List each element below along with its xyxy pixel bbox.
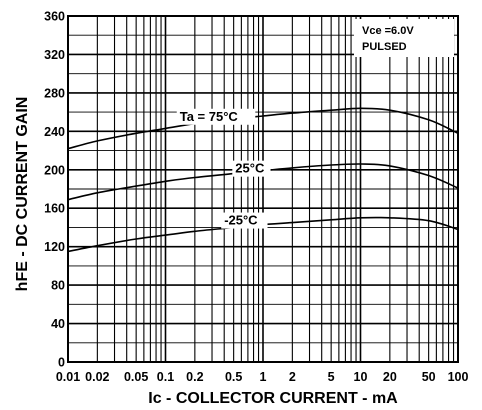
plot-frame: [67, 15, 459, 363]
y-tick-label: 320: [44, 48, 65, 62]
x-tick-label: 0.5: [225, 370, 242, 384]
x-tick-label: 100: [448, 370, 469, 384]
x-tick-labels: 0.01 0.02 0.05 0.1 0.2 0.5 1 2 5 10 20 50 100: [56, 370, 469, 384]
x-tick-label: 0.01: [56, 370, 80, 384]
curve-label-1: 25°C: [235, 161, 265, 176]
condition-vce: Vce =6.0V: [362, 25, 414, 37]
y-tick-label: 160: [44, 202, 65, 216]
x-tick-label: 20: [383, 370, 397, 384]
x-axis-title: Ic - COLLECTOR CURRENT - mA: [148, 390, 398, 407]
y-tick-label: 200: [44, 163, 65, 177]
x-tick-label: 50: [422, 370, 436, 384]
y-tick-label: 240: [44, 125, 65, 139]
y-tick-label: 40: [51, 317, 65, 331]
curve-label-bg: [176, 108, 256, 125]
y-tick-label: 0: [58, 356, 65, 370]
condition-pulsed: PULSED: [362, 41, 407, 53]
curve-label-bg: [232, 160, 271, 177]
x-tick-label: 10: [354, 370, 368, 384]
curve-label-2: -25°C: [224, 213, 258, 228]
x-tick-label: 5: [328, 370, 335, 384]
x-tick-label: 0.1: [157, 370, 174, 384]
y-axis-title: hFE - DC CURRENT GAIN: [14, 97, 31, 292]
x-tick-label: 1: [260, 370, 267, 384]
y-tick-label: 120: [44, 240, 65, 254]
grid: [68, 16, 458, 362]
y-tick-label: 280: [44, 86, 65, 100]
conditions-box: [354, 19, 454, 57]
x-tick-label: 0.05: [124, 370, 148, 384]
y-tick-label: 360: [44, 10, 65, 24]
curve-label-0: Ta = 75°C: [180, 109, 239, 124]
curve-labels: Ta = 75°C 25°C -25°C: [176, 108, 271, 229]
curve-0: [67, 107, 459, 150]
y-tick-labels: 0 40 80 120 160 200 240 280 320 360: [44, 10, 65, 370]
x-tick-label: 0.2: [186, 370, 203, 384]
x-tick-label: 2: [289, 370, 296, 384]
x-tick-label: 0.02: [85, 370, 109, 384]
y-tick-label: 80: [51, 279, 65, 293]
curve-label-bg: [221, 212, 268, 229]
